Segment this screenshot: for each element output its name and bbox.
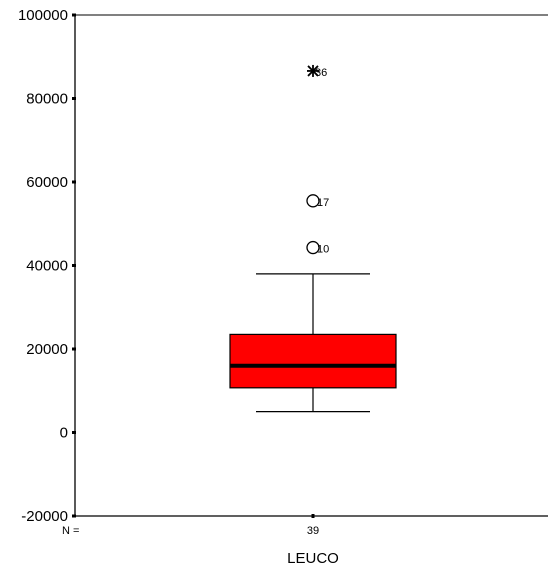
y-tick-20000-label: 20000 bbox=[26, 341, 68, 358]
y-tick-100000-label: 100000 bbox=[18, 7, 68, 24]
outlier-label-10: 10 bbox=[317, 244, 329, 256]
x-tick-leuco bbox=[311, 514, 315, 518]
y-tick-40000 bbox=[72, 264, 76, 267]
outlier-label-17: 17 bbox=[317, 197, 329, 209]
outlier-point-17 bbox=[306, 194, 320, 208]
y-tick-20000 bbox=[72, 347, 76, 351]
y-tick-100000 bbox=[72, 13, 76, 17]
y-tick-0-label: 0 bbox=[60, 425, 68, 442]
outlier-point-10 bbox=[306, 240, 320, 255]
extreme-point-36 bbox=[307, 64, 319, 77]
y-tick-60000-label: 60000 bbox=[26, 174, 68, 191]
y-tick-80000-label: 80000 bbox=[26, 91, 68, 108]
n-label: N = bbox=[62, 525, 79, 537]
y-axis-ticks: -20000 0 20000 40000 60000 80000 100000 bbox=[18, 7, 76, 525]
y-tick-80000 bbox=[72, 97, 76, 100]
x-axis-title: LEUCO bbox=[287, 550, 339, 565]
y-tick-40000-label: 40000 bbox=[26, 258, 68, 275]
extreme-label-36: 36 bbox=[315, 67, 327, 79]
boxplot-series: 10 17 36 39 bbox=[229, 64, 397, 537]
y-tick-0 bbox=[72, 431, 76, 434]
y-tick-60000 bbox=[72, 180, 76, 184]
box-leuco: 10 17 36 39 bbox=[229, 64, 397, 537]
y-tick-minus-20000-label: -20000 bbox=[21, 508, 68, 525]
iqr-box bbox=[229, 333, 397, 389]
n-count-label: 39 bbox=[307, 525, 319, 537]
y-tick-minus-20000 bbox=[72, 514, 76, 518]
